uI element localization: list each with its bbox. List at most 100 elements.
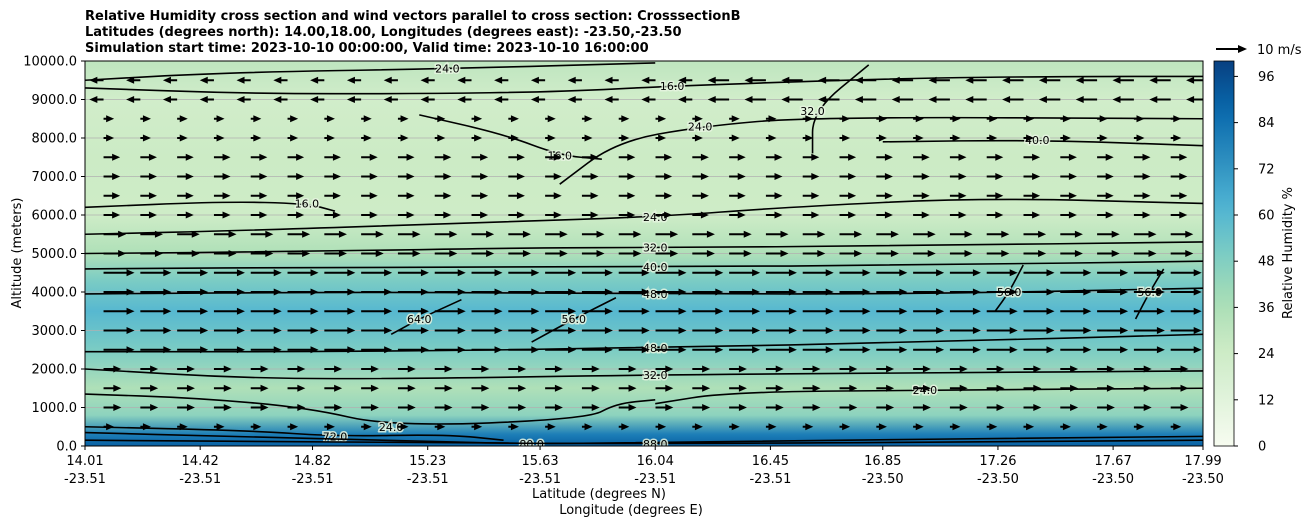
wind-arrowhead bbox=[1143, 365, 1152, 373]
wind-arrowhead bbox=[1142, 211, 1151, 219]
wind-arrowhead bbox=[383, 76, 392, 84]
wind-arrowhead bbox=[106, 423, 115, 431]
wind-arrowhead bbox=[518, 404, 527, 411]
wind-arrowhead bbox=[1185, 250, 1194, 257]
wind-arrowhead bbox=[715, 346, 724, 354]
wind-arrowhead bbox=[1180, 365, 1189, 373]
wind-arrowhead bbox=[443, 192, 452, 200]
wind-arrowhead bbox=[996, 384, 1005, 392]
wind-arrowhead bbox=[715, 327, 724, 334]
contour-line bbox=[85, 431, 1203, 445]
y-tick-label: 4000.0 bbox=[32, 286, 78, 301]
wind-arrowhead bbox=[400, 115, 409, 123]
contour-line bbox=[85, 425, 504, 442]
wind-arrowhead bbox=[474, 423, 483, 431]
wind-arrowhead bbox=[775, 384, 784, 392]
wind-arrowhead bbox=[921, 173, 930, 180]
y-axis: 0.0 1000.0 2000.0 3000.0 4000.0 5000.0 6000.0 7… bbox=[23, 55, 85, 455]
wind-arrowhead bbox=[854, 96, 863, 103]
wind-arrowhead bbox=[670, 250, 679, 257]
wind-arrowhead bbox=[1046, 288, 1055, 296]
wind-arrowhead bbox=[694, 115, 703, 123]
wind-arrowhead bbox=[731, 134, 740, 142]
wind-arrowhead bbox=[142, 115, 151, 123]
x-axis: 14.01 -23.51 14.42 -23.51 14.82 -23.51 15.23 -2… bbox=[64, 446, 1224, 487]
wind-arrowhead bbox=[706, 230, 715, 238]
x-tick-label-lon: -23.51 bbox=[64, 472, 106, 487]
wind-arrowhead bbox=[260, 365, 269, 373]
wind-arrowhead bbox=[665, 404, 674, 411]
wind-arrowhead bbox=[547, 115, 556, 123]
wind-arrowhead bbox=[1120, 327, 1129, 334]
wind-arrowhead bbox=[878, 423, 887, 431]
wind-arrowhead bbox=[641, 288, 650, 296]
wind-arrowhead bbox=[236, 327, 245, 334]
wind-arrowhead bbox=[1062, 134, 1071, 142]
wind-arrowhead bbox=[700, 192, 709, 200]
wind-arrowhead bbox=[443, 173, 452, 180]
x-tick-label-lat: 16.45 bbox=[752, 454, 789, 469]
y-tick-label: 8000.0 bbox=[32, 132, 78, 147]
wind-arrowhead bbox=[768, 134, 777, 142]
wind-arrowhead bbox=[922, 365, 931, 373]
wind-arrowhead bbox=[346, 96, 355, 103]
wind-arrowhead bbox=[420, 96, 429, 103]
wind-arrowhead bbox=[568, 288, 577, 296]
x-tick-label-lon: -23.51 bbox=[179, 472, 221, 487]
wind-arrowhead bbox=[641, 76, 650, 84]
wind-arrowhead bbox=[591, 404, 600, 411]
wind-arrowhead bbox=[420, 327, 429, 334]
wind-arrowhead bbox=[818, 96, 827, 103]
x-tick-label-lon: -23.50 bbox=[1092, 472, 1134, 487]
contour-line bbox=[559, 116, 1203, 185]
wind-arrowhead bbox=[627, 192, 636, 200]
wind-arrowhead bbox=[420, 76, 429, 84]
wind-arrowhead bbox=[1083, 346, 1092, 354]
wind-arrowhead bbox=[1105, 153, 1114, 161]
wind-arrowhead bbox=[658, 134, 667, 142]
wind-arrowhead bbox=[457, 269, 466, 277]
wind-arrowhead bbox=[1156, 307, 1165, 315]
wind-arrowhead bbox=[1105, 211, 1114, 219]
wind-arrowhead bbox=[1062, 115, 1071, 123]
wind-arrowhead bbox=[553, 192, 562, 200]
wind-arrowhead bbox=[995, 192, 1004, 200]
wind-arrowhead bbox=[1193, 327, 1202, 334]
wind-arrowhead bbox=[737, 153, 746, 161]
wind-arrowhead bbox=[126, 346, 135, 354]
wind-arrowhead bbox=[862, 346, 871, 354]
wind-arrowhead bbox=[965, 76, 974, 84]
wind-arrowhead bbox=[743, 250, 752, 257]
wind-arrowhead bbox=[1083, 327, 1092, 334]
wind-arrowhead bbox=[347, 327, 356, 334]
wind-arrowhead bbox=[347, 269, 356, 277]
wind-arrowhead bbox=[781, 76, 790, 84]
wind-arrowhead bbox=[163, 288, 172, 296]
wind-arrowhead bbox=[1173, 115, 1182, 123]
wind-arrowhead bbox=[148, 173, 157, 180]
wind-arrowhead bbox=[384, 288, 393, 296]
wind-arrowhead bbox=[1009, 327, 1018, 334]
wind-arrowhead bbox=[1074, 250, 1083, 257]
wind-arrowhead bbox=[1186, 96, 1195, 103]
wind-arrowhead bbox=[223, 365, 232, 373]
wind-vectors bbox=[89, 76, 1203, 431]
wind-arrowhead bbox=[1026, 115, 1035, 123]
wind-arrowhead bbox=[553, 153, 562, 161]
wind-arrowhead bbox=[715, 307, 724, 315]
wind-arrowhead bbox=[884, 153, 893, 161]
wind-arrowhead bbox=[1062, 423, 1071, 431]
wind-arrowhead bbox=[486, 230, 495, 238]
wind-arrowhead bbox=[678, 327, 687, 334]
wind-arrowhead bbox=[162, 76, 171, 84]
wind-arrowhead bbox=[118, 230, 127, 238]
wind-arrowhead bbox=[444, 404, 453, 411]
wind-arrowhead bbox=[641, 346, 650, 354]
wind-arrowhead bbox=[310, 307, 319, 315]
wind-arrowhead bbox=[775, 365, 784, 373]
wind-arrowhead bbox=[952, 115, 961, 123]
wind-arrowhead bbox=[1074, 230, 1083, 238]
wind-arrowhead bbox=[884, 192, 893, 200]
wind-arrowhead bbox=[641, 327, 650, 334]
wind-arrowhead bbox=[338, 230, 347, 238]
